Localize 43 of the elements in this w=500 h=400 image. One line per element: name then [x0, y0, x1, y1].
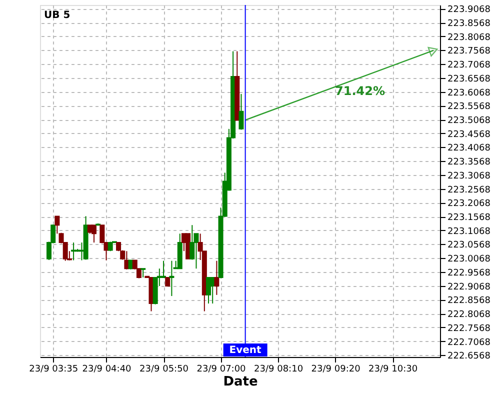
- y-tick-label: 223.5568: [448, 102, 491, 112]
- x-tick-label: 23/9 10:30: [368, 364, 418, 374]
- y-tick-label: 223.8568: [448, 19, 491, 30]
- y-tick-label: 223.8068: [448, 32, 491, 43]
- y-tick-label: 223.2068: [448, 199, 491, 210]
- x-tick-label: 23/9 09:20: [311, 364, 361, 374]
- ref-line-label: Event: [229, 345, 262, 356]
- y-tick-label: 223.0068: [448, 254, 491, 265]
- y-tick-label: 223.9068: [448, 5, 491, 16]
- y-tick-label: 223.3068: [448, 171, 491, 182]
- y-tick-label: 222.7568: [448, 324, 491, 334]
- x-tick-label: 23/9 05:50: [140, 364, 189, 374]
- y-tick-label: 223.7568: [448, 46, 491, 57]
- y-tick-label: 223.0568: [448, 240, 491, 251]
- x-tick-label: 23/9 07:00: [196, 364, 246, 374]
- y-tick-label: 223.4568: [448, 130, 491, 140]
- y-tick-label: 223.5068: [448, 116, 491, 126]
- y-tick-label: 222.9068: [448, 282, 491, 292]
- chart-title: UB 5: [44, 10, 70, 21]
- x-tick-label: 23/9 04:40: [82, 364, 132, 374]
- candlestick: [214, 260, 220, 296]
- candlestick: [169, 260, 174, 297]
- y-tick-label: 222.7068: [448, 338, 491, 348]
- y-tick-label: 222.8068: [448, 310, 491, 320]
- y-tick-label: 223.2568: [448, 185, 491, 196]
- candlestick: [238, 93, 244, 130]
- x-tick-label: 23/9 03:35: [29, 364, 78, 374]
- candlestick: [206, 276, 212, 304]
- y-tick-label: 223.6068: [448, 88, 491, 98]
- annotation: 71.42%: [335, 84, 385, 98]
- y-tick-label: 223.7068: [448, 60, 491, 71]
- y-tick-label: 223.1568: [448, 213, 491, 224]
- y-tick-label: 223.3568: [448, 158, 491, 168]
- y-tick-label: 223.1068: [448, 226, 491, 237]
- x-tick-label: 23/9 08:10: [254, 364, 304, 374]
- y-tick-label: 223.4068: [448, 144, 491, 154]
- y-tick-label: 223.6568: [448, 74, 491, 84]
- candlestick: [91, 224, 96, 244]
- y-tick-label: 222.8568: [448, 296, 491, 306]
- x-axis-title: Date: [223, 374, 258, 390]
- y-tick-label: 222.9568: [448, 268, 491, 278]
- candlestick: [161, 260, 166, 278]
- y-tick-label: 222.6568: [448, 352, 491, 362]
